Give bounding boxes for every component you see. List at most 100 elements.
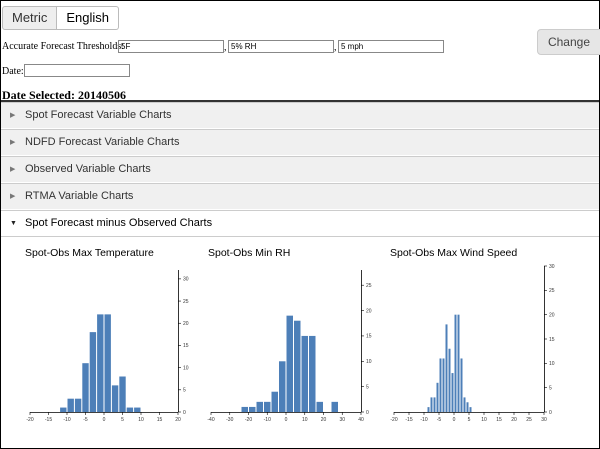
y-tick-label: 10 xyxy=(549,361,555,367)
y-tick-label: 10 xyxy=(183,365,189,371)
y-tick-label: 25 xyxy=(549,288,555,294)
x-tick-label: 15 xyxy=(496,417,502,423)
rh-threshold-input[interactable]: 5% RH xyxy=(228,40,334,53)
x-tick-label: -5 xyxy=(437,417,442,423)
y-tick-label: 15 xyxy=(366,334,372,340)
x-tick-label: 25 xyxy=(526,417,532,423)
metric-button[interactable]: Metric xyxy=(2,6,58,30)
thresholds-label: Accurate Forecast Thresholds: xyxy=(2,41,124,52)
date-input[interactable] xyxy=(24,64,130,77)
chevron-down-icon: ▼ xyxy=(10,220,17,227)
x-tick-label: -5 xyxy=(83,417,88,423)
histogram-bar xyxy=(264,401,271,412)
y-tick-label: 25 xyxy=(183,299,189,305)
x-tick-label: 15 xyxy=(157,417,163,423)
x-tick-label: 0 xyxy=(285,417,288,423)
y-tick-label: 30 xyxy=(183,277,189,283)
histogram-bar xyxy=(241,406,248,412)
histogram-bar xyxy=(445,324,448,412)
histogram-bar xyxy=(309,335,316,412)
histogram-bar xyxy=(249,406,256,412)
histogram-bar xyxy=(294,320,301,412)
y-tick-label: 30 xyxy=(549,264,555,270)
x-tick-label: -15 xyxy=(405,417,412,423)
accordion-label: Spot Forecast minus Observed Charts xyxy=(25,217,213,229)
histogram-bar xyxy=(430,397,433,412)
y-tick-label: 20 xyxy=(549,312,555,318)
chevron-right-icon: ▶ xyxy=(10,166,16,173)
english-button[interactable]: English xyxy=(57,6,120,30)
histogram-bar xyxy=(256,401,263,412)
histogram-bar xyxy=(126,407,134,412)
divider xyxy=(1,100,599,102)
histogram-bar xyxy=(316,401,323,412)
histogram-bar xyxy=(442,358,445,412)
x-tick-label: 5 xyxy=(468,417,471,423)
x-tick-label: -10 xyxy=(420,417,427,423)
y-tick-label: 15 xyxy=(549,337,555,343)
accordion-spot-minus-observed[interactable]: ▼ Spot Forecast minus Observed Charts xyxy=(1,210,599,236)
histogram-bar xyxy=(463,397,466,412)
accordion-label: Observed Variable Charts xyxy=(25,163,151,175)
date-label: Date: xyxy=(2,66,24,77)
separator-1: , xyxy=(224,42,227,53)
x-tick-label: 30 xyxy=(339,417,345,423)
x-tick-label: 10 xyxy=(302,417,308,423)
units-toggle: Metric English xyxy=(2,6,120,30)
y-tick-label: 10 xyxy=(366,359,372,365)
temp-threshold-input[interactable]: 5F xyxy=(118,40,224,53)
histogram-bar xyxy=(436,382,439,412)
histogram-bar xyxy=(134,407,141,412)
x-tick-label: -40 xyxy=(207,417,214,423)
chart-title-min-rh: Spot-Obs Min RH xyxy=(208,247,291,259)
x-tick-label: -10 xyxy=(264,417,271,423)
y-tick-label: 5 xyxy=(366,384,369,390)
histogram-bar xyxy=(60,407,67,412)
accordion-label: Spot Forecast Variable Charts xyxy=(25,109,172,121)
histogram-bar xyxy=(331,401,338,412)
histogram-bar xyxy=(466,402,469,412)
x-tick-label: 20 xyxy=(175,417,181,423)
x-tick-label: 20 xyxy=(511,417,517,423)
x-tick-label: -30 xyxy=(226,417,233,423)
y-tick-label: 5 xyxy=(183,388,186,394)
histogram-bar xyxy=(286,315,293,412)
wind-threshold-input[interactable]: 5 mph xyxy=(338,40,444,53)
histogram-bar xyxy=(82,363,89,412)
chevron-right-icon: ▶ xyxy=(10,139,16,146)
accordion-spot-forecast[interactable]: ▶ Spot Forecast Variable Charts xyxy=(1,102,599,128)
x-tick-label: 10 xyxy=(138,417,144,423)
y-tick-label: 0 xyxy=(183,410,186,416)
histogram-bar xyxy=(448,348,451,412)
y-tick-label: 25 xyxy=(366,283,372,289)
separator-2: , xyxy=(334,42,337,53)
date-selected-text: Date Selected: 20140506 xyxy=(2,88,126,102)
x-tick-label: -20 xyxy=(26,417,33,423)
histogram-bar xyxy=(451,373,454,412)
chart-title-max-wind: Spot-Obs Max Wind Speed xyxy=(390,247,518,259)
y-tick-label: 20 xyxy=(366,308,372,314)
charts-panel xyxy=(1,236,599,448)
histogram-bar xyxy=(433,397,436,412)
y-tick-label: 20 xyxy=(183,321,189,327)
histogram-bar xyxy=(271,391,278,412)
accordion-ndfd-forecast[interactable]: ▶ NDFD Forecast Variable Charts xyxy=(1,129,599,155)
accordion-observed[interactable]: ▶ Observed Variable Charts xyxy=(1,156,599,182)
accordion-rtma[interactable]: ▶ RTMA Variable Charts xyxy=(1,183,599,209)
histogram-bar xyxy=(74,398,82,412)
histogram-bar xyxy=(119,376,126,412)
histogram-bar xyxy=(469,407,472,412)
y-tick-label: 5 xyxy=(549,385,552,391)
change-button[interactable]: Change xyxy=(537,29,600,55)
x-tick-label: -20 xyxy=(390,417,397,423)
x-tick-label: 0 xyxy=(103,417,106,423)
histogram-bar xyxy=(439,358,442,412)
histogram-bar xyxy=(67,398,74,412)
x-tick-label: 40 xyxy=(358,417,364,423)
histogram-bar xyxy=(97,314,104,412)
accordion-label: NDFD Forecast Variable Charts xyxy=(25,136,180,148)
chart-title-max-temp: Spot-Obs Max Temperature xyxy=(25,247,154,259)
